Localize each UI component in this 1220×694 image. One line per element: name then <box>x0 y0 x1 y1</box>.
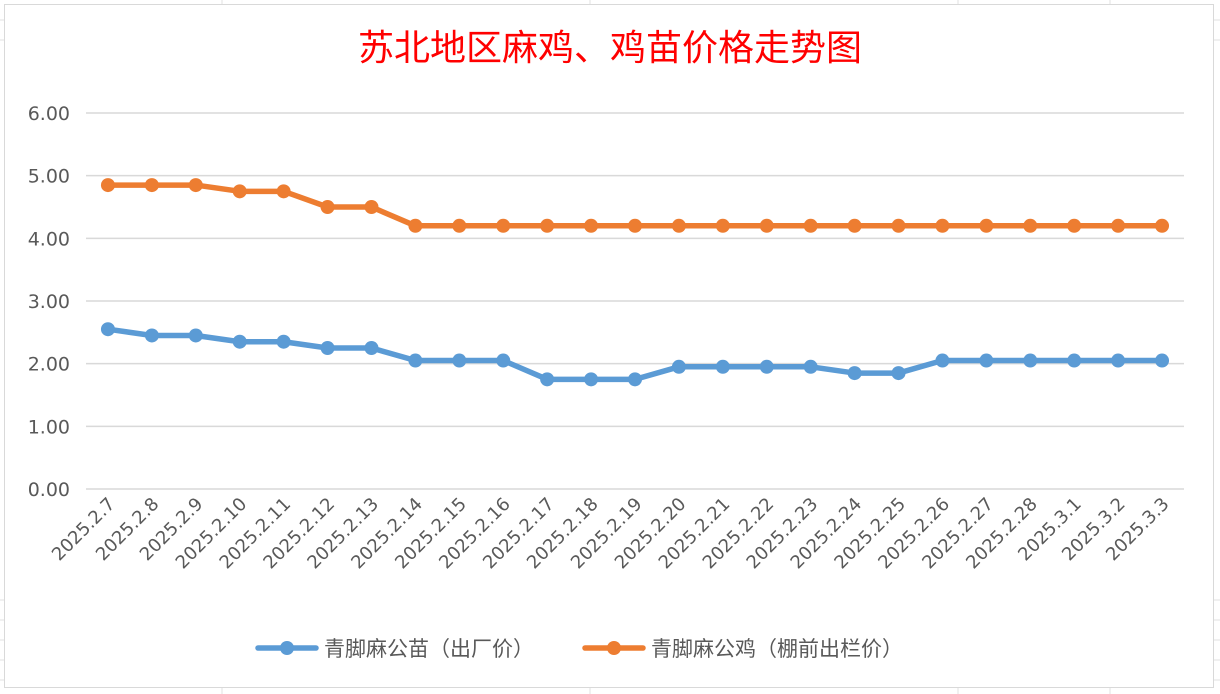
data-point[interactable] <box>408 353 423 368</box>
data-point[interactable] <box>979 218 994 233</box>
data-point[interactable] <box>408 218 423 233</box>
data-point[interactable] <box>628 218 642 233</box>
data-point[interactable] <box>100 322 115 337</box>
data-point[interactable] <box>584 218 599 233</box>
legend-item[interactable]: 青脚麻公鸡（棚前出栏价） <box>582 637 903 661</box>
gridlines <box>86 112 1184 490</box>
data-point[interactable] <box>320 341 335 355</box>
data-point[interactable] <box>715 359 730 374</box>
legend-marker <box>607 641 621 655</box>
data-point[interactable] <box>803 359 818 374</box>
data-point[interactable] <box>979 353 994 368</box>
y-tick-label: 4.00 <box>28 228 70 250</box>
data-point[interactable] <box>1023 353 1038 368</box>
data-point[interactable] <box>759 359 774 374</box>
legend-marker <box>280 641 294 655</box>
data-point[interactable] <box>715 218 730 233</box>
data-point[interactable] <box>1067 353 1082 368</box>
data-point[interactable] <box>1155 218 1170 233</box>
data-point[interactable] <box>100 178 115 193</box>
data-point[interactable] <box>759 218 774 233</box>
data-point[interactable] <box>232 184 247 199</box>
data-point[interactable] <box>628 372 642 387</box>
data-point[interactable] <box>276 334 291 349</box>
data-point[interactable] <box>584 372 599 387</box>
data-point[interactable] <box>935 353 950 368</box>
legend-label: 青脚麻公苗（出厂价） <box>324 637 534 661</box>
x-axis-ticks: 2025.2.72025.2.82025.2.92025.2.102025.2.… <box>48 494 1174 574</box>
data-point[interactable] <box>452 218 467 233</box>
data-point[interactable] <box>364 341 379 355</box>
data-point[interactable] <box>320 200 335 214</box>
data-point[interactable] <box>1023 218 1038 233</box>
y-tick-label: 2.00 <box>28 354 70 376</box>
data-point[interactable] <box>188 328 203 343</box>
series-line <box>105 326 1165 383</box>
y-tick-label: 1.00 <box>28 416 70 438</box>
data-point[interactable] <box>671 218 686 233</box>
series-lines <box>100 178 1170 387</box>
data-point[interactable] <box>540 372 555 387</box>
data-point[interactable] <box>671 359 686 374</box>
legend-label: 青脚麻公鸡（棚前出栏价） <box>651 637 903 661</box>
data-point[interactable] <box>1067 218 1082 233</box>
chart-title: 苏北地区麻鸡、鸡苗价格走势图 <box>358 28 862 69</box>
legend[interactable]: 青脚麻公苗（出厂价） 青脚麻公鸡（棚前出栏价） <box>255 637 903 661</box>
legend-item[interactable]: 青脚麻公苗（出厂价） <box>255 637 534 661</box>
data-point[interactable] <box>452 353 467 368</box>
y-tick-label: 6.00 <box>28 103 70 125</box>
data-point[interactable] <box>1155 353 1170 368</box>
data-point[interactable] <box>847 218 862 233</box>
data-point[interactable] <box>891 218 906 233</box>
chart-area[interactable] <box>4 4 1214 688</box>
data-point[interactable] <box>1111 218 1126 233</box>
data-point[interactable] <box>891 366 906 381</box>
y-tick-label: 3.00 <box>28 291 70 313</box>
y-tick-label: 5.00 <box>28 166 70 188</box>
data-point[interactable] <box>496 353 511 368</box>
data-point[interactable] <box>847 366 862 381</box>
data-point[interactable] <box>935 218 950 233</box>
data-point[interactable] <box>496 218 511 233</box>
data-point[interactable] <box>540 218 555 233</box>
data-point[interactable] <box>144 178 159 193</box>
data-point[interactable] <box>144 328 159 343</box>
data-point[interactable] <box>1111 353 1126 368</box>
series-1 <box>100 322 1170 387</box>
data-point[interactable] <box>232 334 247 349</box>
y-tick-label: 0.00 <box>28 479 70 501</box>
series-2 <box>100 178 1170 233</box>
data-point[interactable] <box>803 218 818 233</box>
data-point[interactable] <box>276 184 291 199</box>
data-point[interactable] <box>364 200 379 214</box>
data-point[interactable] <box>188 178 203 193</box>
y-axis-ticks: 0.00 1.00 2.00 3.00 4.00 5.00 6.00 <box>28 103 70 501</box>
